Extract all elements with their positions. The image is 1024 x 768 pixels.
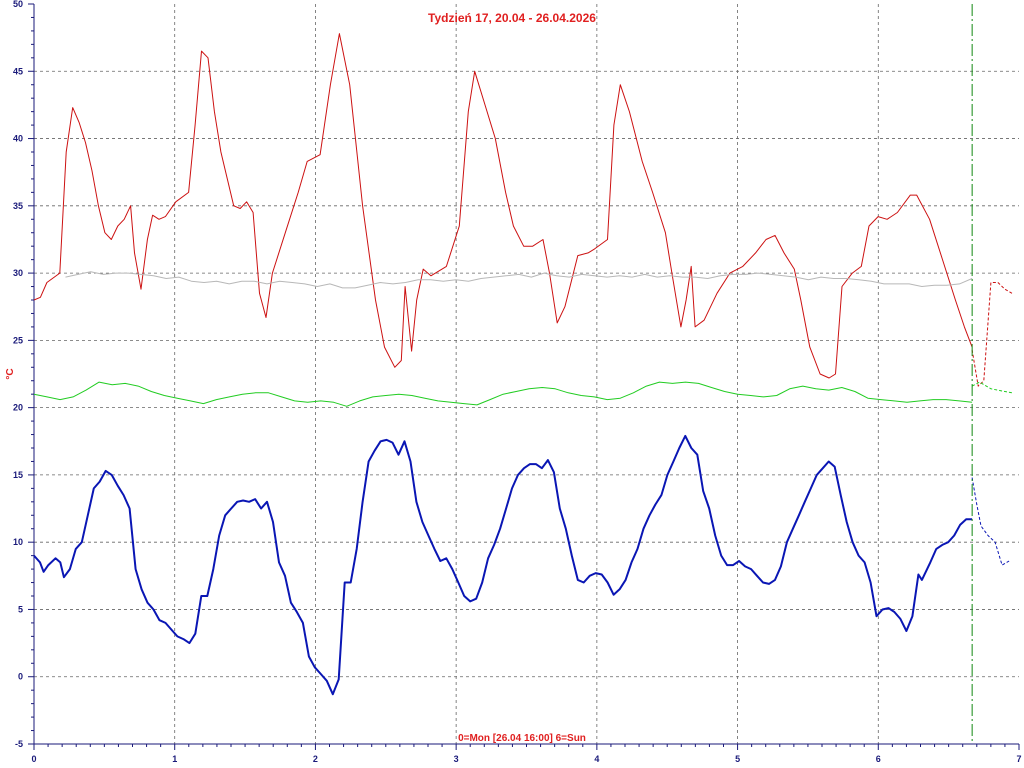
x-tick-label: 4: [594, 754, 599, 764]
y-tick-label: -5: [15, 739, 23, 749]
series-green-line: [33, 381, 973, 407]
series-green-forecast-line: [971, 381, 1013, 394]
series-red-line: [33, 33, 973, 379]
x-axis-label: 0=Mon [26.04 16:00] 6=Sun: [458, 733, 586, 744]
y-tick-label: 30: [13, 268, 23, 278]
minor-ticks: [28, 3, 1020, 750]
x-tick-label: 7: [1016, 754, 1021, 764]
y-tick-label: 40: [13, 134, 23, 144]
x-tick-label: 1: [172, 754, 177, 764]
y-tick-label: 45: [13, 66, 23, 76]
y-tick-label: 10: [13, 537, 23, 547]
y-tick-label: 20: [13, 403, 23, 413]
x-tick-label: 3: [454, 754, 459, 764]
x-tick-label: 6: [876, 754, 881, 764]
series-red-forecast-line: [971, 282, 1013, 387]
series-layer: [33, 33, 1013, 696]
axes: [33, 4, 1019, 745]
y-tick-label: 35: [13, 201, 23, 211]
y-axis-label: °C: [5, 368, 16, 379]
x-tick-labels: 0 1 2 3 4 5 6 7: [31, 754, 1021, 764]
y-tick-labels: -5 0 5 10 15 20 25 30 35 40 45 50: [13, 0, 23, 749]
x-tick-label: 0: [31, 754, 36, 764]
y-tick-label: 0: [18, 672, 23, 682]
series-grey-line: [65, 271, 973, 289]
series-blue-line: [33, 434, 973, 696]
y-tick-label: 25: [13, 335, 23, 345]
chart-title: Tydzień 17, 20.04 - 26.04.2026: [428, 11, 596, 25]
x-tick-label: 2: [313, 754, 318, 764]
y-tick-label: 15: [13, 470, 23, 480]
series-blue-forecast-line: [971, 477, 1010, 566]
y-tick-label: 5: [18, 604, 23, 614]
grid-lines: [34, 4, 1019, 744]
y-tick-label: 50: [13, 0, 23, 9]
x-tick-label: 5: [735, 754, 740, 764]
